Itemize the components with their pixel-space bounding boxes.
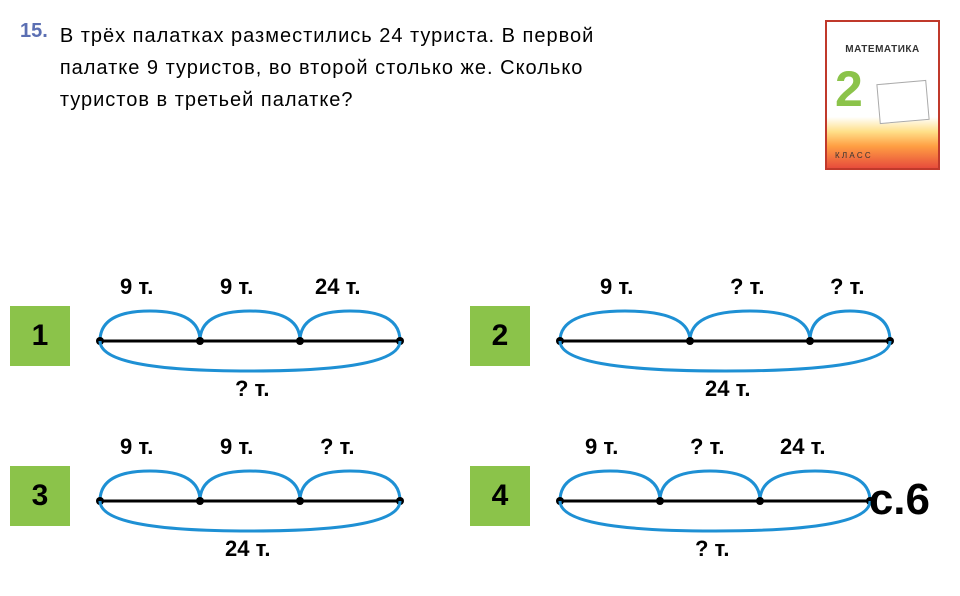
book-class-label: К Л А С С	[835, 151, 871, 160]
diagram-badge: 1	[10, 306, 70, 366]
top-label: ? т.	[730, 274, 765, 300]
top-label: 9 т.	[600, 274, 633, 300]
top-label: 9 т.	[120, 274, 153, 300]
top-label: ? т.	[320, 434, 355, 460]
book-cover: МАТЕМАТИКА 2 К Л А С С	[825, 20, 940, 170]
problem-number: 15.	[20, 20, 48, 43]
top-label: 24 т.	[780, 434, 826, 460]
page-reference: с.6	[869, 475, 930, 525]
diagram-badge: 2	[470, 306, 530, 366]
problem-header: 15. В трёх палатках разместились 24 тури…	[0, 0, 960, 116]
problem-text: В трёх палатках разместились 24 туриста.…	[60, 20, 680, 116]
top-label: 9 т.	[585, 434, 618, 460]
top-label: ? т.	[690, 434, 725, 460]
diagram-3: 3 9 т. 9 т. ? т. 24 т.	[10, 456, 430, 596]
top-label: 24 т.	[315, 274, 361, 300]
diagram-4: 4 9 т. ? т. 24 т. ? т.	[470, 456, 920, 596]
diagram-2: 2 9 т. ? т. ? т. 24 т.	[470, 296, 920, 436]
top-label: 9 т.	[120, 434, 153, 460]
top-label: ? т.	[830, 274, 865, 300]
bottom-label: 24 т.	[705, 376, 751, 402]
diagram-1: 1 9 т. 9 т. 24 т. ? т.	[10, 296, 430, 436]
bottom-label: ? т.	[235, 376, 270, 402]
top-label: 9 т.	[220, 274, 253, 300]
top-label: 9 т.	[220, 434, 253, 460]
diagram-badge: 4	[470, 466, 530, 526]
book-title: МАТЕМАТИКА	[827, 44, 938, 55]
book-grade: 2	[835, 60, 863, 118]
diagram-badge: 3	[10, 466, 70, 526]
book-notebook-icon	[876, 80, 929, 124]
